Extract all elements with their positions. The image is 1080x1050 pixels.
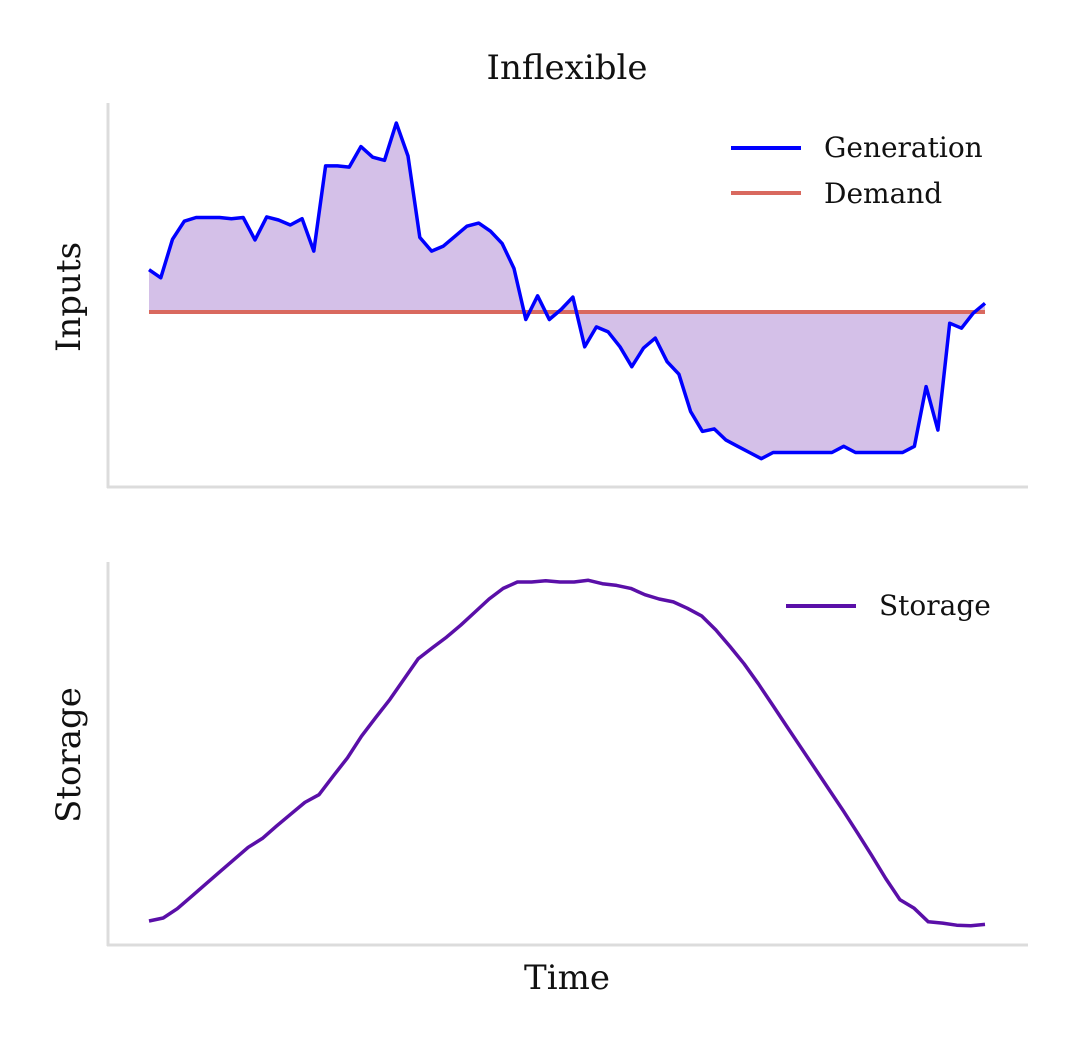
series-line-generation (148, 121, 987, 461)
top-plot-area (148, 121, 987, 461)
series-line-storage (148, 578, 986, 928)
bottom-chart-panel: Storage Time Storage (49, 562, 1028, 998)
top-chart-panel: Inflexible Inputs Generation Demand (49, 48, 1028, 489)
legend-entry-demand: Demand (731, 177, 942, 210)
legend-entry-generation: Generation (731, 131, 983, 164)
top-y-axis-label: Inputs (49, 242, 89, 352)
legend-label-generation: Generation (824, 131, 983, 164)
bottom-x-axis-label: Time (524, 958, 610, 998)
legend-label-storage: Storage (879, 589, 991, 622)
legend-label-demand: Demand (824, 177, 942, 210)
legend-entry-storage: Storage (786, 589, 991, 622)
top-legend: Generation Demand (731, 131, 983, 210)
bottom-plot-area (148, 578, 986, 928)
bottom-legend: Storage (786, 589, 991, 622)
bottom-y-axis-label: Storage (49, 687, 89, 823)
chart-title: Inflexible (487, 48, 648, 88)
fill-between-generation-demand (149, 123, 985, 459)
